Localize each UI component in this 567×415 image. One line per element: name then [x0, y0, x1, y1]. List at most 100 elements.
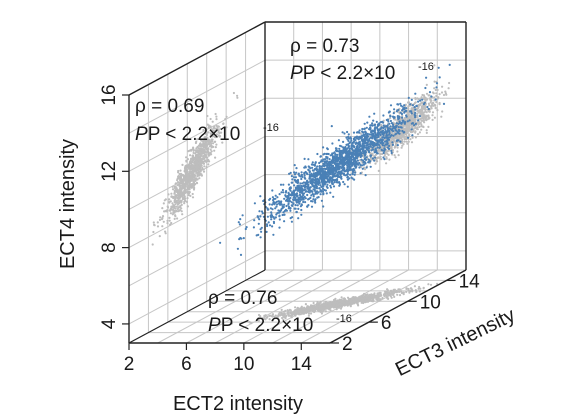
data-point — [320, 165, 323, 168]
data-point — [194, 174, 197, 177]
data-point — [367, 298, 370, 301]
data-point — [186, 205, 189, 208]
data-point — [361, 297, 364, 300]
grid-line — [128, 250, 266, 325]
data-point — [190, 174, 193, 177]
grid-line — [128, 59, 266, 134]
data-point — [398, 294, 402, 297]
data-point — [377, 129, 380, 132]
data-point — [387, 149, 390, 152]
data-point — [363, 158, 366, 161]
data-point — [392, 292, 395, 295]
data-point — [371, 124, 374, 127]
data-point — [363, 127, 366, 131]
data-point — [374, 294, 377, 297]
data-point — [316, 306, 319, 309]
data-point — [328, 158, 331, 161]
data-point — [407, 287, 410, 291]
data-point — [166, 205, 169, 208]
data-point — [364, 174, 367, 177]
data-point — [273, 203, 276, 206]
data-point — [379, 155, 382, 158]
data-point — [152, 230, 155, 234]
data-point — [401, 144, 404, 147]
data-point — [222, 122, 225, 125]
data-point — [278, 218, 281, 221]
data-point — [326, 183, 329, 186]
data-point — [372, 143, 375, 146]
data-point — [199, 172, 202, 175]
data-point — [423, 108, 426, 111]
data-point — [186, 190, 189, 193]
data-point — [291, 191, 294, 194]
data-point — [423, 101, 426, 104]
data-point — [433, 116, 436, 119]
data-point — [373, 159, 376, 162]
data-point — [412, 129, 415, 132]
data-point — [369, 145, 372, 148]
data-point — [189, 194, 192, 197]
data-point — [333, 169, 337, 172]
data-point — [403, 110, 406, 114]
p-exp-left: -16 — [263, 122, 279, 134]
data-point — [352, 149, 355, 152]
data-point — [280, 191, 283, 194]
data-point — [182, 193, 185, 197]
data-point — [414, 131, 417, 134]
data-point — [215, 143, 218, 146]
data-point — [284, 195, 287, 198]
data-point — [299, 309, 302, 312]
data-point — [271, 225, 274, 228]
data-point — [365, 156, 368, 159]
data-point — [391, 143, 394, 146]
data-point — [429, 101, 432, 104]
data-point — [349, 305, 352, 308]
data-point — [295, 210, 298, 214]
data-point — [391, 141, 394, 144]
data-point — [198, 177, 201, 180]
data-point — [189, 179, 192, 182]
data-point — [306, 180, 309, 184]
data-point — [342, 146, 345, 149]
data-point — [200, 164, 203, 167]
data-point — [411, 134, 414, 137]
data-point — [410, 98, 413, 101]
data-point — [209, 144, 212, 147]
z-axis-title: ECT4 intensity — [57, 139, 79, 269]
data-point — [283, 197, 286, 200]
data-point — [214, 156, 217, 159]
data-point — [272, 233, 275, 236]
data-point — [337, 300, 340, 303]
data-point — [292, 198, 295, 201]
data-point — [370, 299, 373, 303]
data-point — [274, 216, 277, 219]
data-point — [273, 315, 276, 318]
data-point — [205, 166, 208, 169]
data-point — [416, 112, 419, 115]
data-point — [379, 139, 382, 142]
data-point — [270, 218, 273, 221]
data-point — [365, 135, 368, 138]
data-point — [415, 290, 418, 294]
data-point — [296, 189, 299, 192]
data-point — [169, 200, 172, 203]
data-point — [325, 307, 328, 310]
data-point — [438, 102, 441, 105]
data-point — [327, 174, 330, 177]
data-point — [307, 198, 310, 201]
data-point — [414, 127, 417, 130]
data-point — [195, 178, 198, 181]
data-point — [288, 172, 291, 175]
data-point — [323, 302, 326, 305]
data-point — [336, 175, 339, 178]
data-point — [271, 208, 274, 211]
y-tick-label: 10 — [420, 292, 441, 313]
data-point — [341, 168, 344, 171]
data-point — [310, 190, 313, 193]
data-point — [375, 160, 378, 163]
data-point — [388, 144, 391, 147]
data-point — [333, 159, 336, 162]
data-point — [295, 201, 298, 204]
data-point — [393, 288, 396, 291]
data-point — [325, 192, 328, 195]
